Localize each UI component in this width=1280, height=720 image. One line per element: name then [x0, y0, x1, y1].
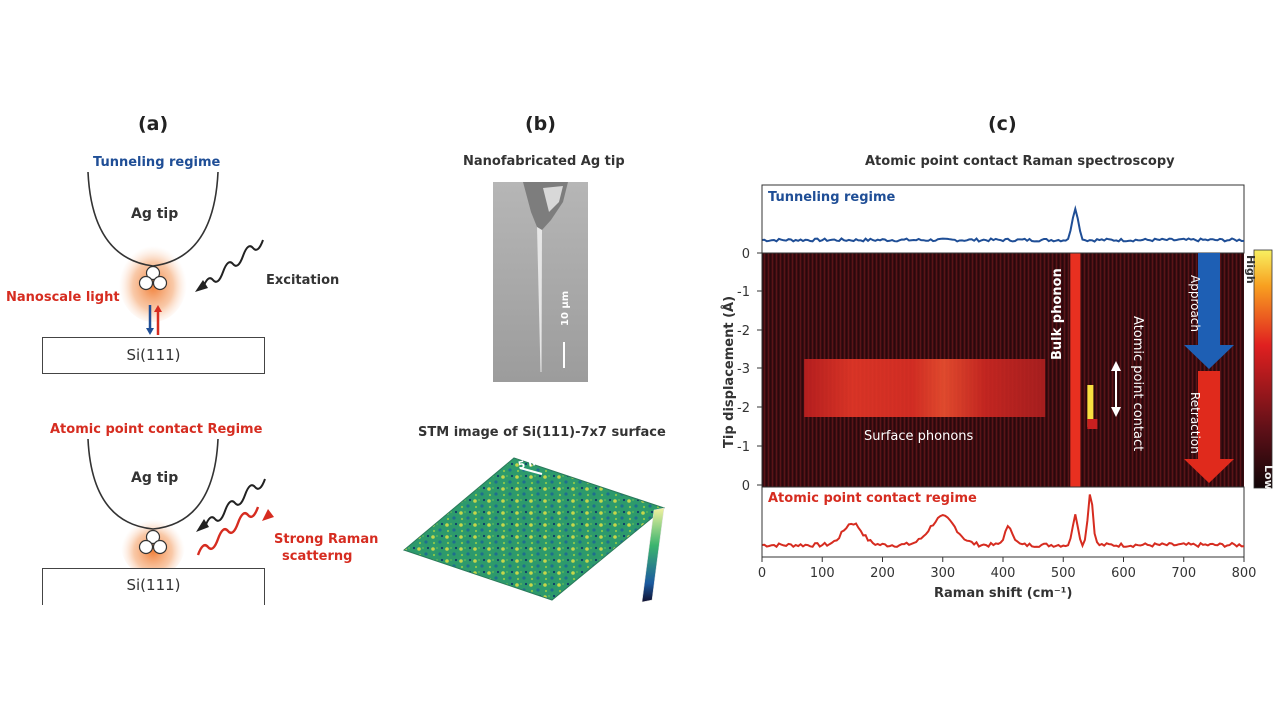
ag-tip-outline [87, 438, 219, 530]
x-axis-label: Raman shift (cm⁻¹) [934, 586, 1073, 601]
retraction-label: Retraction [1188, 392, 1202, 454]
atomic-contact-line [1087, 385, 1094, 427]
excitation-arrowhead [195, 280, 208, 292]
contact-regime-label: Atomic point contact Regime [50, 422, 263, 437]
contact-spectrum-line [761, 494, 1245, 549]
panel-a-letter: (a) [138, 113, 169, 135]
y-tick-label: -1 [737, 285, 750, 300]
colorbar-high-label: High [1244, 255, 1257, 284]
excitation-label: Excitation [266, 273, 340, 288]
y-tick-label: 0 [742, 479, 750, 494]
atomic-contact-tail [1087, 419, 1098, 429]
excitation-wave [204, 478, 266, 528]
scattering-label: scatterng [282, 549, 353, 564]
approach-arrow [1184, 253, 1234, 369]
strong-raman-label: Strong Raman [274, 532, 379, 547]
tunneling-spectrum-line [761, 205, 1245, 243]
si-substrate-top: Si(111) [42, 337, 265, 374]
chart-title: Atomic point contact Raman spectroscopy [865, 154, 1175, 169]
atom [138, 539, 154, 555]
sem-tip-image [493, 182, 588, 382]
x-tick-label: 200 [870, 566, 895, 581]
y-tick-label: -2 [737, 401, 750, 416]
bulk-phonon-line [1070, 253, 1081, 487]
surface-phonons-label: Surface phonons [864, 429, 974, 444]
tunneling-tip-diagram [87, 171, 264, 335]
stm-scale-bar [519, 467, 543, 475]
y-tick-label: -2 [737, 324, 750, 339]
x-tick-label: 700 [1171, 566, 1196, 581]
raman-arrowhead [262, 509, 274, 521]
sem-scale-label: 10 μm [560, 290, 571, 326]
y-tick-group: 0 -1 -2 -3 -2 -1 0 [737, 247, 762, 494]
colorbar-low-label: Low [1262, 465, 1275, 490]
nanoscale-light-label: Nanoscale light [6, 290, 120, 305]
tunneling-spectrum-label: Tunneling regime [768, 190, 896, 205]
atom [145, 529, 161, 545]
atom [152, 539, 168, 555]
stm-surface-image [402, 457, 666, 603]
x-tick-label: 400 [991, 566, 1016, 581]
ag-tip-label-bottom: Ag tip [131, 470, 179, 486]
nanofabricated-tip-title: Nanofabricated Ag tip [463, 154, 625, 169]
atom [145, 265, 161, 281]
bulk-phonon-label: Bulk phonon [1050, 268, 1065, 360]
x-tick-label: 500 [1051, 566, 1076, 581]
x-tick-label: 0 [758, 566, 766, 581]
panel-c-letter: (c) [988, 113, 1017, 135]
x-tick-label: 800 [1232, 566, 1257, 581]
y-tick-label: 0 [742, 247, 750, 262]
contact-tip-diagram [87, 438, 274, 572]
colorbar [1253, 249, 1273, 489]
x-tick-label: 100 [810, 566, 835, 581]
panel-b-letter: (b) [525, 113, 556, 135]
y-tick-label: -1 [737, 440, 750, 455]
stm-title: STM image of Si(111)-7x7 surface [418, 425, 666, 440]
excitation-arrowhead [196, 519, 209, 532]
x-tick-label: 600 [1111, 566, 1136, 581]
x-tick-label: 300 [930, 566, 955, 581]
contact-spectrum-frame [761, 486, 1245, 558]
contact-spectrum-label: Atomic point contact regime [768, 491, 977, 506]
atom [152, 275, 168, 291]
retraction-arrow [1184, 371, 1234, 483]
excitation-wave [202, 239, 264, 289]
y-axis-label: Tip displacement (Å) [722, 295, 737, 448]
approach-label: Approach [1188, 275, 1202, 333]
raman-wave [196, 506, 260, 556]
raman-chart: 0 100 200 300 400 500 600 700 800 0 -1 -2 -3 -2 -1 0 [737, 184, 1273, 581]
si-substrate-bottom: Si(111) [42, 568, 265, 605]
tunneling-regime-label: Tunneling regime [93, 155, 221, 170]
ag-tip-label: Ag tip [131, 206, 179, 222]
stm-colorbar [641, 507, 665, 603]
y-tick-label: -3 [737, 362, 750, 377]
surface-phonon-band [804, 359, 1046, 417]
atom [138, 275, 154, 291]
atomic-point-contact-label: Atomic point contact [1130, 316, 1145, 452]
x-tick-group: 0 100 200 300 400 500 600 700 800 [758, 557, 1257, 581]
